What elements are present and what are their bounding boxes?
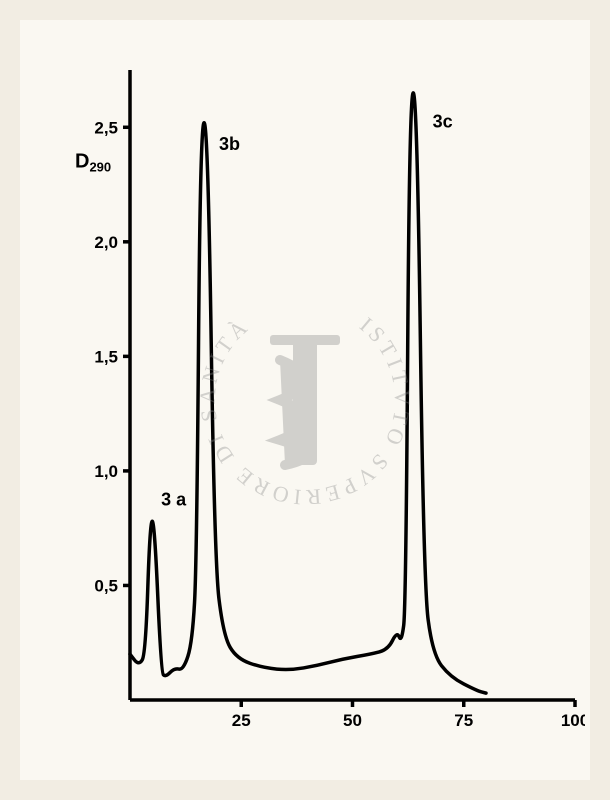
- peak-label: 3 a: [161, 489, 187, 509]
- page-root: 0,51,01,52,02,5255075100 D290 3 a3b3c IS…: [0, 0, 610, 800]
- peak-label: 3c: [433, 111, 453, 131]
- y-tick-label: 2,5: [94, 118, 118, 137]
- chromatogram-curve: [130, 93, 486, 693]
- x-tick-label: 100: [561, 711, 585, 730]
- chromatogram-chart: 0,5 1,0 1,5 2,0 2,5 25 50 75 100 D290 3 a 3b 3c: [65, 60, 585, 760]
- x-tick-label: 25: [232, 711, 251, 730]
- y-tick-label: 1,0: [94, 462, 118, 481]
- y-axis-title: D290: [75, 151, 111, 175]
- peak-label: 3b: [219, 134, 240, 154]
- y-tick-label: 0,5: [94, 576, 118, 595]
- y-tick-label: 1,5: [94, 347, 118, 366]
- y-tick-label: 2,0: [94, 233, 118, 252]
- x-tick-label: 75: [454, 711, 473, 730]
- paper-sheet: 0,51,01,52,02,5255075100 D290 3 a3b3c IS…: [20, 20, 590, 780]
- x-tick-label: 50: [343, 711, 362, 730]
